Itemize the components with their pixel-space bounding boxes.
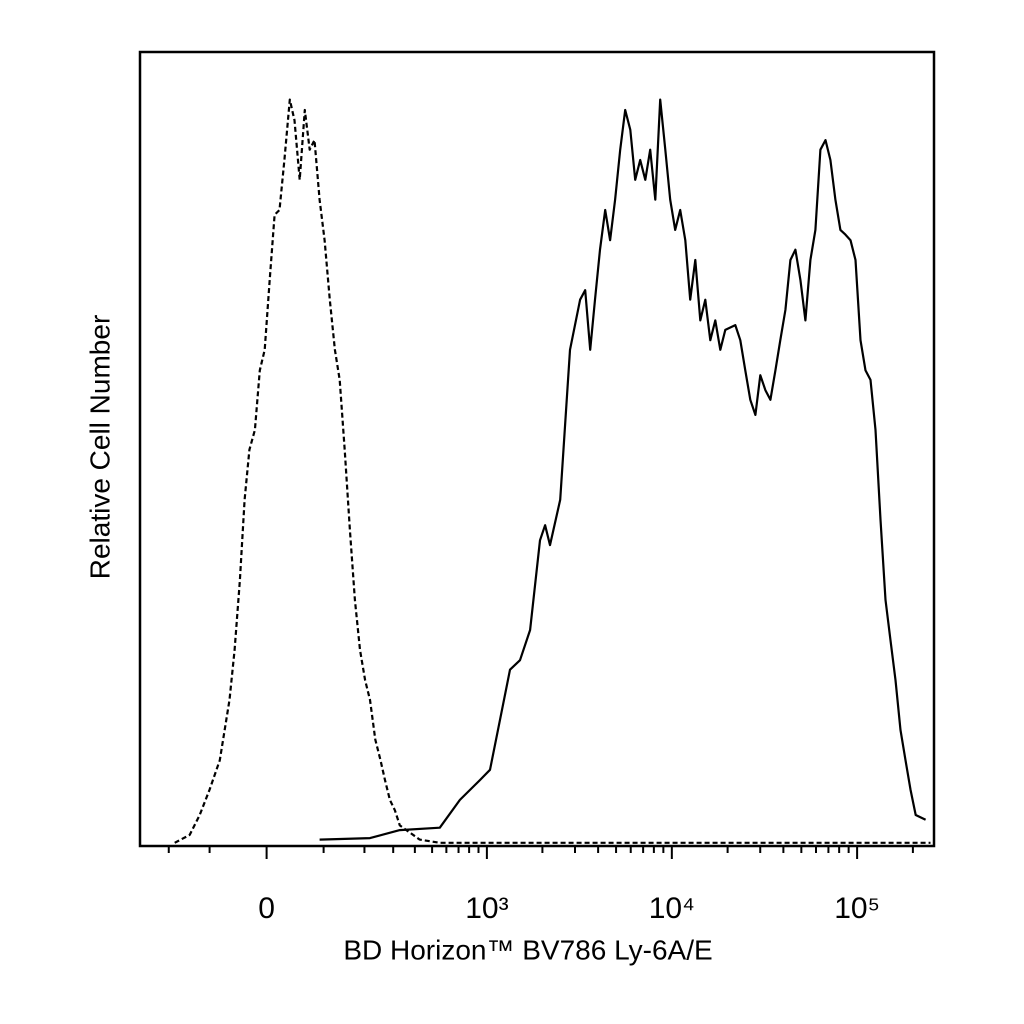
x-axis-label: BD Horizon™ BV786 Ly-6A/E: [343, 934, 712, 965]
histogram-line: [319, 98, 927, 841]
y-axis-label: Relative Cell Number: [84, 315, 115, 580]
x-tick-label: 10⁵: [834, 892, 880, 925]
x-tick-label: 10⁴: [649, 892, 695, 925]
histogram-line: [174, 98, 931, 844]
x-tick-label: 0: [258, 892, 275, 925]
plot-frame: [138, 50, 936, 848]
x-tick-label: 10³: [465, 892, 508, 925]
